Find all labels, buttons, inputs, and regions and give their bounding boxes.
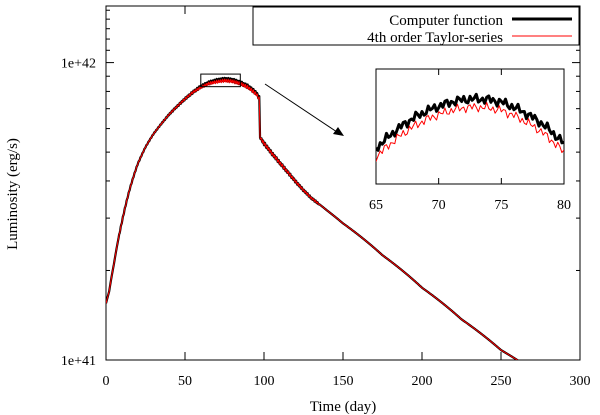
- x-tick-label: 150: [333, 374, 354, 389]
- legend-label-computer-function: Computer function: [389, 13, 503, 29]
- x-axis-label: Time (day): [310, 399, 377, 415]
- zoom-arrow: [264, 83, 338, 133]
- inset-line-computer-function: [376, 92, 564, 152]
- y-tick-label: 1e+42: [61, 57, 96, 72]
- x-tick-label: 100: [254, 374, 275, 389]
- inset-tick-labels: 65 70 75 80: [369, 198, 571, 213]
- x-tick-label: 200: [412, 374, 433, 389]
- x-tick-label: 0: [103, 374, 110, 389]
- inset-frame: [375, 68, 565, 185]
- inset-x-tick-label: 80: [557, 198, 571, 213]
- tick-labels: 0 50 100 150 200 250 300 1e+41 1e+42: [61, 57, 591, 389]
- zoom-arrow-head: [333, 127, 344, 136]
- x-tick-label: 250: [491, 374, 512, 389]
- legend-frame: [252, 6, 580, 46]
- inset-x-tick-label: 65: [369, 198, 383, 213]
- y-axis-label: Luminosity (erg/s): [5, 138, 21, 250]
- zoom-region-box: [200, 73, 241, 88]
- inset-series-group: [376, 92, 564, 162]
- main-series-group: [106, 76, 520, 360]
- y-tick-label: 1e+41: [61, 354, 96, 369]
- legend-label-taylor-series: 4th order Taylor-series: [367, 30, 503, 46]
- inset-x-tick-label: 75: [494, 198, 508, 213]
- inset-x-tick-label: 70: [432, 198, 446, 213]
- inset-axis-ticks: [438, 69, 502, 184]
- x-tick-label: 50: [178, 374, 192, 389]
- series-line-taylor-series: [106, 78, 519, 360]
- x-tick-label: 300: [570, 374, 591, 389]
- legend: Computer function 4th order Taylor-serie…: [252, 6, 580, 46]
- inset-line-taylor-series: [376, 102, 564, 162]
